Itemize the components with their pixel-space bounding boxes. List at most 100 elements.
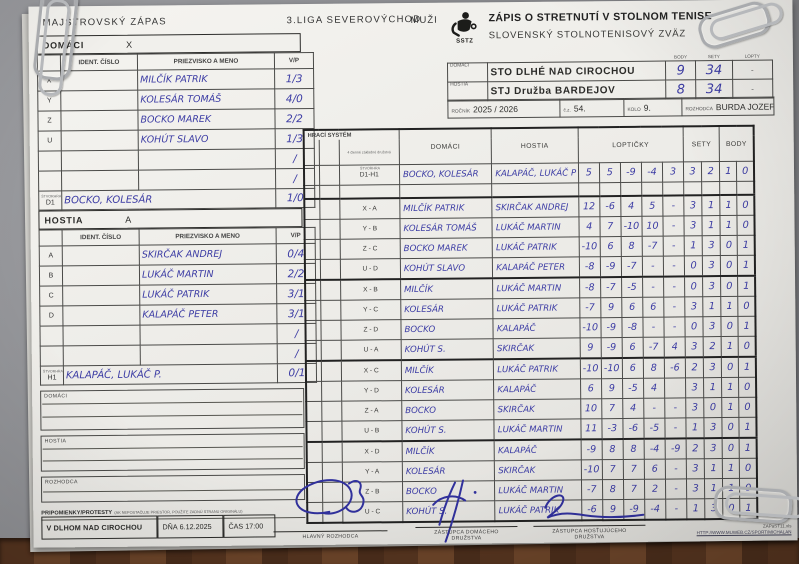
set4-score: -4 [647, 166, 657, 178]
grid-col-sets: SETY [683, 126, 720, 162]
away-player-row: C LUKÁČ PATRIK 3/1 [39, 283, 316, 307]
match-away-player: KALAPÁČ [497, 384, 537, 395]
points-away: 1 [743, 361, 751, 373]
match-home-player: BOCKO, KOLESÁR [402, 168, 479, 180]
points-home: 1 [725, 219, 732, 231]
set2-score: 5 [606, 167, 613, 179]
match-away-player: LUKÁČ PATRIK [497, 364, 558, 375]
away-doubles-vp: 0/1 [288, 367, 306, 380]
set2-score: -9 [606, 322, 617, 334]
sets-away: 3 [708, 281, 716, 293]
match-away-player: SKIRČAK [497, 404, 535, 415]
col-body-label: BODY [673, 53, 688, 59]
away-player-vp: 3/1 [287, 307, 305, 320]
match-date: DŇA 6.12.2025 [157, 514, 224, 539]
paperclip-bottom-right [712, 484, 799, 525]
away-player-vp: 3/1 [287, 287, 305, 300]
home-label: DOMÁCI [447, 62, 489, 83]
sets-home: 3 [689, 200, 697, 212]
set3-score: 8 [628, 240, 635, 252]
away-player-key: A [39, 245, 63, 267]
match-away-player: SKIRČAK ANDREJ [495, 202, 569, 213]
match-pair-label: X - A [339, 198, 400, 220]
match-pair-label: Z - A [341, 400, 402, 422]
home-rep-signature [432, 479, 477, 543]
sets-home: 1 [690, 240, 697, 252]
match-away-player: SKIRČAK [498, 465, 536, 476]
set2-score: -6 [605, 201, 615, 213]
round-label: KOLO [627, 107, 641, 113]
away-player-row: A SKIRČAK ANDREJ 0/4 [39, 243, 316, 267]
away-player-row: / [40, 343, 317, 367]
points-home: 0 [726, 259, 733, 271]
set4-score: 2 [651, 483, 659, 495]
match-pair-label: Y - D [341, 380, 402, 402]
set3-score: -5 [628, 382, 638, 394]
home-notes-box: DOMÁCI [40, 388, 305, 431]
round-value: 9. [643, 102, 651, 113]
category-label: MUŽI [410, 14, 438, 27]
points-away: 1 [743, 320, 750, 332]
away-notes-box: HOSTIA [40, 433, 305, 472]
sets-away: 1 [710, 463, 717, 475]
home-player-row: X MILČÍK PATRIK 1/3 [37, 68, 314, 92]
set2-score: 6 [607, 241, 614, 253]
set3-score: -7 [626, 260, 637, 272]
match-pair-label: Z - C [339, 238, 401, 260]
set3-score: 6 [629, 362, 636, 374]
set5-score: - [671, 220, 676, 232]
points-away: 1 [744, 442, 752, 454]
matchno-label: č.z. [563, 107, 571, 114]
set3-score: -8 [627, 321, 638, 333]
points-away: 1 [744, 421, 751, 433]
set1-score: -8 [584, 261, 595, 273]
home-player-row: / [38, 168, 315, 192]
sets-away: 3 [708, 260, 715, 272]
sets-away: 1 [708, 301, 716, 313]
referee-signature-label: HLAVNÝ ROZHODCA [302, 533, 359, 541]
sets-away: 0 [709, 402, 717, 414]
match-pair-label: X - D [341, 441, 403, 463]
home-player-vp: 1/3 [286, 132, 304, 145]
set2-score: 7 [607, 221, 614, 233]
set4-score: -4 [649, 443, 660, 455]
sets-home: 0 [690, 260, 697, 272]
grid-col-away: HOSTIA [491, 127, 579, 164]
sets-home: 3 [691, 382, 698, 394]
points-home: 1 [725, 199, 732, 211]
home-balls: - [732, 60, 773, 80]
set4-score: -4 [650, 503, 661, 515]
set5-score: - [672, 321, 677, 333]
points-home: 1 [727, 462, 735, 474]
set1-score: 10 [584, 403, 598, 415]
match-home-player: KOHÚT S. [404, 344, 446, 355]
away-doubles-key: H1 [47, 374, 57, 382]
sets-home: 2 [691, 362, 698, 374]
set5-score: - [671, 240, 676, 252]
home-rep-signature-label: ZÁSTUPCA DOMÁCEHO DRUŽSTVA [403, 529, 529, 542]
match-home-player: KOLESÁR [404, 304, 444, 315]
home-player-key: Z [37, 110, 62, 132]
match-pair-label: U - B [341, 420, 402, 442]
sets-away: 3 [710, 443, 717, 455]
away-player-row: / [39, 323, 317, 347]
points-home: 0 [727, 442, 735, 454]
home-player-vp: 1/3 [285, 72, 303, 85]
home-sets: 34 [705, 62, 723, 78]
set5-score: 3 [669, 166, 677, 178]
set3-score: 6 [629, 301, 636, 313]
grid-col-home: DOMÁCI [399, 128, 492, 165]
set1-score: -10 [583, 464, 600, 476]
left-column: DOMÁCI X IDENT. ČÍSLO PRIEZVISKO A MENO … [36, 33, 317, 521]
match-place: V DLHOM NAD CIROCHOU [41, 515, 158, 540]
match-home-player: KOLESÁR [405, 466, 446, 477]
match-home-player: MILČÍK [403, 284, 434, 295]
grid-header-top: HRACÍ SYSTÉM DOMÁCI HOSTIA LOPTIČKY SETY… [303, 125, 754, 165]
match-home-player: BOCKO MAREK [403, 242, 468, 254]
grid-col-balls: LOPTIČKY [577, 126, 684, 163]
match-pair-label [339, 184, 400, 199]
away-rep-signature [544, 494, 645, 519]
set4-score: - [651, 281, 655, 293]
set1-score: -10 [582, 322, 599, 334]
set4-score: 10 [646, 220, 659, 232]
